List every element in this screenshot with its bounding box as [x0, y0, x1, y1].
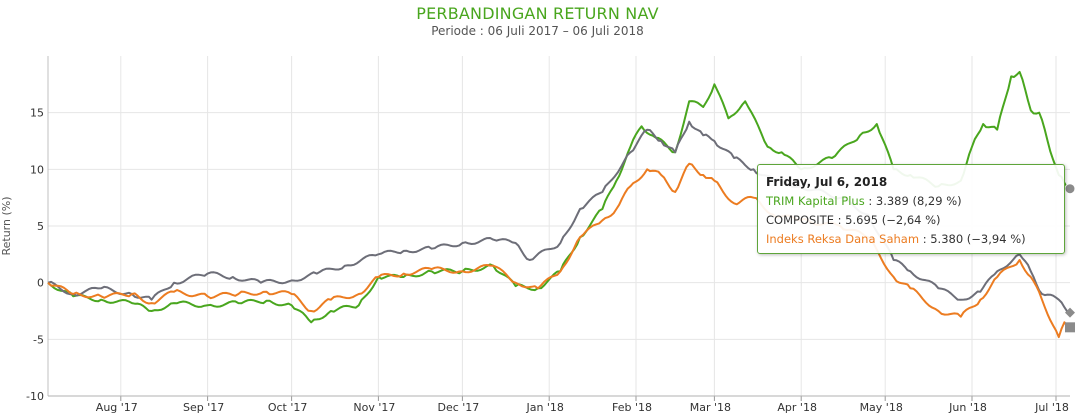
x-tick-label: Sep '17 [183, 401, 224, 414]
x-tick-label: Aug '17 [96, 401, 138, 414]
tooltip-value: 5.380 (−3,94 %) [930, 232, 1026, 246]
series-line-composite[interactable] [47, 120, 1071, 314]
y-tick-label: 10 [30, 163, 44, 176]
tooltip-value: 5.695 (−2,64 %) [845, 213, 941, 227]
axes: -10 -5 0 5 10 15 Aug '17 Sep '17 Oct '17 Nov '17 D… [26, 56, 1070, 414]
tooltip-series-label: TRIM Kapital Plus [766, 194, 865, 208]
x-tick-label: Nov '17 [353, 401, 395, 414]
series-line-indeks-reksa-dana-saham[interactable] [47, 162, 1071, 339]
y-tick-label: -5 [33, 333, 44, 346]
tooltip-series-label: COMPOSITE [766, 213, 834, 227]
x-tick-label: Jul '18 [1034, 401, 1069, 414]
series-marker-circle [1064, 183, 1075, 195]
chart-subtitle: Periode : 06 Juli 2017 – 06 Juli 2018 [431, 24, 644, 38]
tooltip-separator: : [833, 213, 846, 227]
x-tick-label: Jun '18 [948, 401, 987, 414]
y-tick-label: 5 [37, 220, 44, 233]
tooltip-row: COMPOSITE : 5.695 (−2,64 %) [766, 211, 1056, 230]
x-tick-label: Mar '18 [690, 401, 731, 414]
y-axis-title: Return (%) [0, 196, 13, 255]
x-tick-label: Feb '18 [612, 401, 652, 414]
x-tick-label: Jan '18 [525, 401, 563, 414]
tooltip-series-label: Indeks Reksa Dana Saham [766, 232, 920, 246]
y-tick-label: 0 [37, 277, 44, 290]
tooltip: Friday, Jul 6, 2018 TRIM Kapital Plus : … [757, 164, 1065, 254]
x-tick-label: Oct '17 [268, 401, 308, 414]
tooltip-value: 3.389 (8,29 %) [875, 194, 962, 208]
series-marker-square [1065, 322, 1075, 333]
tooltip-row: Indeks Reksa Dana Saham : 5.380 (−3,94 %… [766, 230, 1056, 249]
y-tick-label: 15 [30, 107, 44, 120]
chart-title: PERBANDINGAN RETURN NAV [416, 4, 659, 23]
tooltip-separator: : [919, 232, 931, 246]
tooltip-separator: : [864, 194, 876, 208]
tooltip-row: TRIM Kapital Plus : 3.389 (8,29 %) [766, 192, 1056, 211]
x-tick-label: May '18 [860, 401, 903, 414]
end-markers [1064, 183, 1075, 333]
series-marker-diamond [1065, 307, 1075, 318]
x-tick-label: Apr '18 [777, 401, 817, 414]
grid [48, 56, 1070, 397]
x-tick-label: Dec '17 [437, 401, 479, 414]
tooltip-date: Friday, Jul 6, 2018 [766, 175, 888, 189]
y-tick-label: -10 [26, 390, 44, 403]
